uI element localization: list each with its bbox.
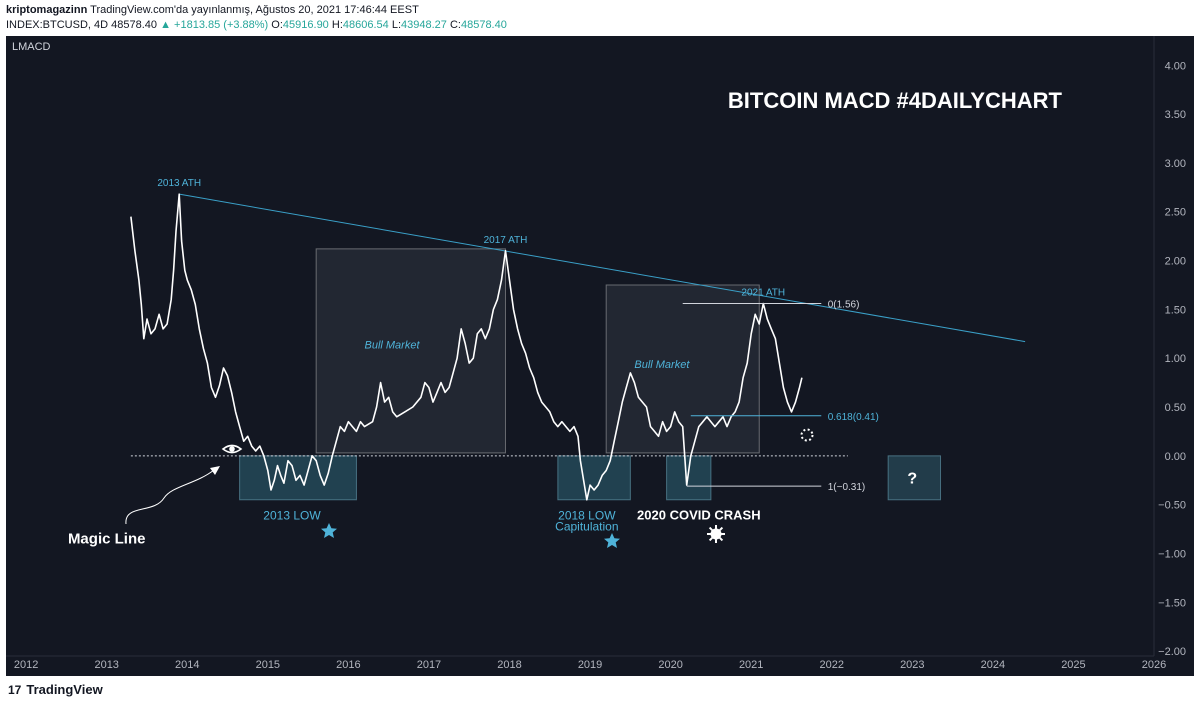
lmacd-line [130, 193, 803, 501]
annotation-label: Magic Line [68, 531, 146, 548]
fib-label: 0(1.56) [828, 300, 860, 311]
annotation-label: Bull Market [364, 339, 420, 351]
x-tick-label: 2015 [256, 659, 280, 671]
x-tick-label: 2022 [820, 659, 844, 671]
footer: 17 TradingView [0, 676, 1200, 703]
close-label: C: [449, 19, 461, 31]
annotations: 2013 ATH 2017 ATH 2021 ATH 2013 LOW 2018 LOW… [68, 178, 917, 548]
future-box-3 [887, 455, 942, 501]
x-tick-label: 2021 [739, 659, 763, 671]
lows-box-2 [666, 455, 712, 501]
high-label: H: [331, 19, 343, 31]
y-tick-label: −1.00 [1158, 548, 1186, 560]
x-tick-label: 2018 [497, 659, 521, 671]
low-label: L: [391, 19, 402, 31]
y-tick-label: 2.50 [1165, 207, 1186, 219]
fib-label: 1(−0.31) [828, 482, 866, 493]
low-value: 43948.27 [401, 19, 447, 31]
chart-area[interactable]: LMACD BITCOIN MACD #4DAILYCHART 4.00 3.50… [6, 36, 1194, 676]
annotation-label: Capitulation [555, 519, 618, 533]
annotation-label: 2017 ATH [484, 235, 528, 246]
high-value: 48606.54 [342, 19, 389, 31]
annotation-label: Bull Market [634, 359, 690, 371]
x-tick-label: 2014 [175, 659, 199, 671]
time-axis[interactable]: 2012 2013 2014 2015 2016 2017 2018 2019 2020 2021… [14, 659, 1166, 671]
eye-icon [221, 444, 243, 454]
tradingview-logo[interactable]: 17 TradingView [8, 682, 103, 697]
x-tick-label: 2012 [14, 659, 38, 671]
chart-title: BITCOIN MACD #4DAILYCHART [728, 88, 1063, 113]
symbol[interactable]: INDEX:BTCUSD, 4D [6, 19, 109, 31]
arrowhead-icon [210, 466, 220, 475]
chart-header: kriptomagazinn TradingView.com'da yayınl… [0, 0, 1200, 36]
fib-label: 0.618(0.41) [828, 412, 879, 423]
x-tick-label: 2023 [900, 659, 924, 671]
publish-date: TradingView.com'da yayınlanmış, Ağustos … [90, 4, 419, 16]
annotation-label: 2018 LOW [558, 509, 616, 523]
lmacd-series [130, 193, 803, 501]
y-tick-label: 2.00 [1165, 256, 1186, 268]
open-label: O: [271, 19, 283, 31]
last-price: 48578.40 [111, 19, 158, 31]
lmacd-chart[interactable]: LMACD BITCOIN MACD #4DAILYCHART 4.00 3.50… [6, 36, 1194, 676]
x-tick-label: 2016 [336, 659, 360, 671]
x-tick-label: 2019 [578, 659, 602, 671]
loading-circle-icon [800, 428, 814, 442]
guide-lines [130, 193, 1026, 457]
star-icon-2018 [604, 533, 620, 548]
bull-box-5 [605, 284, 760, 454]
x-tick-label: 2013 [94, 659, 118, 671]
symbol-info: INDEX:BTCUSD, 4D 48578.40 ▲ +1813.85 (+3… [6, 19, 507, 31]
y-tick-label: 0.50 [1165, 402, 1186, 414]
price-axis[interactable]: 4.00 3.50 3.00 2.50 2.00 1.50 1.00 0.50 0.00 −0.5… [1158, 60, 1186, 658]
price-change: ▲ +1813.85 (+3.88%) [160, 19, 269, 31]
x-tick-label: 2017 [417, 659, 441, 671]
y-tick-label: −1.50 [1158, 597, 1186, 609]
close-value: 48578.40 [460, 19, 507, 31]
x-tick-label: 2020 [658, 659, 682, 671]
publish-info: kriptomagazinn TradingView.com'da yayınl… [6, 4, 419, 16]
tradingview-mark-icon: 17 [8, 683, 22, 697]
annotation-label: 2020 COVID CRASH [637, 508, 761, 523]
ath-trendline [179, 193, 1026, 343]
y-tick-label: 1.50 [1165, 304, 1186, 316]
indicator-label: LMACD [12, 41, 51, 53]
annotation-boxes [239, 248, 942, 501]
y-tick-label: 4.00 [1165, 60, 1186, 72]
y-tick-label: −2.00 [1158, 646, 1186, 658]
open-value: 45916.90 [282, 19, 329, 31]
y-tick-label: 0.00 [1165, 451, 1186, 463]
annotation-label: 2013 ATH [157, 178, 201, 189]
x-tick-label: 2026 [1142, 659, 1166, 671]
y-tick-label: −0.50 [1158, 500, 1186, 512]
lows-box-1 [557, 455, 631, 501]
annotation-label: ? [907, 470, 917, 487]
y-tick-label: 3.00 [1165, 158, 1186, 170]
annotation-label: 2013 LOW [263, 509, 321, 523]
y-tick-label: 1.00 [1165, 353, 1186, 365]
author-name[interactable]: kriptomagazinn [6, 4, 88, 16]
x-tick-label: 2025 [1061, 659, 1085, 671]
fib-levels: 0(1.56) 0.618(0.41) 1(−0.31) [682, 300, 879, 493]
x-tick-label: 2024 [981, 659, 1005, 671]
icons [125, 428, 814, 548]
curved-arrow-icon [125, 469, 215, 525]
star-icon-2013 [321, 523, 337, 538]
sun-burst-icon [707, 525, 725, 543]
annotation-label: 2021 ATH [741, 288, 785, 299]
brand-name: TradingView [26, 682, 103, 697]
y-tick-label: 3.50 [1165, 109, 1186, 121]
